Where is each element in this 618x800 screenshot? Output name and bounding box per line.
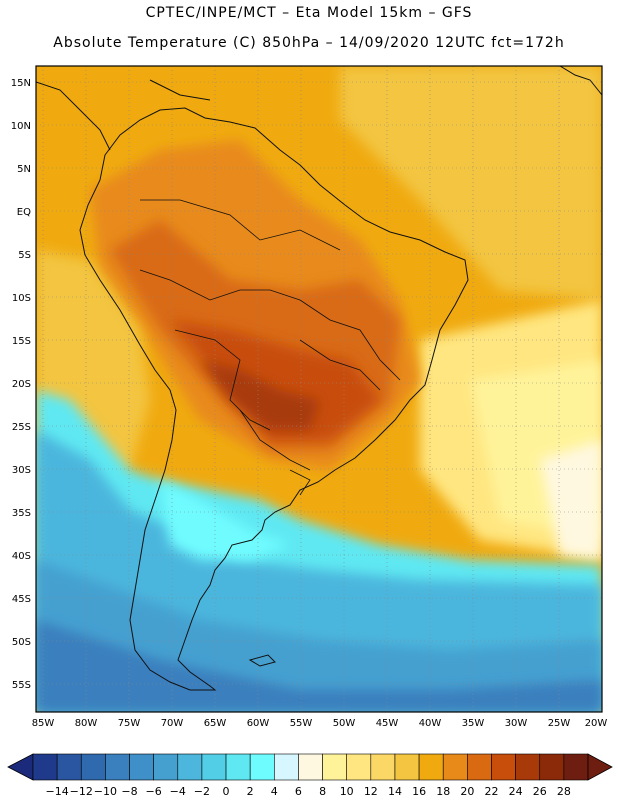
colorbar-swatch: [129, 753, 154, 781]
colorbar-label: 20: [460, 785, 474, 798]
africa-coastline: [559, 66, 602, 96]
colorbar-swatch: [225, 753, 251, 781]
lat-label: 5N: [17, 164, 31, 175]
colorbar-label: 6: [295, 785, 302, 798]
colorbar-label: 12: [364, 785, 378, 798]
lon-label: 65W: [204, 718, 227, 729]
map-title-line1: CPTEC/INPE/MCT – Eta Model 15km – GFS: [145, 5, 473, 21]
lon-label: 55W: [290, 718, 313, 729]
colorbar-low-arrow: [7, 753, 34, 781]
border-central: [174, 329, 271, 431]
coastlines: [36, 66, 602, 691]
colorbar-label: −8: [121, 785, 137, 798]
colorbar-swatch: [442, 753, 468, 781]
colorbar-swatch: [201, 753, 227, 781]
colorbar-label: 16: [412, 785, 426, 798]
border-north: [140, 199, 341, 251]
colorbar-swatch: [177, 753, 203, 781]
colorbar-swatch: [80, 753, 106, 781]
colorbar-swatch: [467, 753, 492, 781]
lon-label: 30W: [505, 718, 528, 729]
temperature-field: [36, 66, 602, 712]
border-south: [239, 409, 311, 471]
colorbar-swatch: [370, 753, 396, 781]
colorbar-label: 0: [223, 785, 230, 798]
colorbar-label: 4: [271, 785, 278, 798]
lat-label: 20S: [12, 379, 31, 390]
lon-label: 20W: [585, 718, 608, 729]
colorbar-label: 8: [319, 785, 326, 798]
colorbar-swatch: [298, 753, 323, 781]
colorbar-swatch: [274, 753, 299, 781]
caribbean-coastline: [149, 79, 211, 101]
colorbar-label: 28: [557, 785, 571, 798]
colorbar-swatch: [322, 753, 347, 781]
lon-label: 70W: [161, 718, 184, 729]
lon-label: 35W: [462, 718, 485, 729]
colorbar-label: −4: [170, 785, 186, 798]
border-inland: [299, 339, 381, 391]
colorbar-high-arrow: [587, 753, 613, 781]
colorbar-label: 10: [340, 785, 354, 798]
lat-label: 10S: [12, 293, 31, 304]
colorbar-label: −6: [146, 785, 162, 798]
country-borders: [139, 199, 401, 496]
colorbar-swatch: [394, 753, 420, 781]
colorbar-label: −10: [94, 785, 117, 798]
colorbar-swatch: [105, 753, 130, 781]
lon-label: 40W: [419, 718, 442, 729]
lon-label: 80W: [75, 718, 98, 729]
lat-label: 55S: [12, 680, 31, 691]
colorbar-swatch: [563, 753, 589, 781]
lat-label: 45S: [12, 594, 31, 605]
south-america-coastline: [79, 107, 469, 691]
colorbar-label: 14: [388, 785, 402, 798]
colorbar-label: 18: [436, 785, 450, 798]
border-west: [139, 269, 301, 301]
falklands-coastline: [248, 654, 276, 667]
lat-label: 15N: [11, 78, 31, 89]
latitude-labels: 15N 10N 5N EQ 5S 10S 15S 20S 25S 30S 35S…: [11, 78, 31, 691]
lat-label: 25S: [12, 422, 31, 433]
colorbar-swatch: [249, 753, 275, 781]
colorbar-label: −12: [70, 785, 93, 798]
lon-label: 45W: [376, 718, 399, 729]
border-river-plate: [289, 469, 311, 496]
lon-label: 60W: [247, 718, 270, 729]
lon-label: 85W: [32, 718, 55, 729]
lat-label: 30S: [12, 465, 31, 476]
colorbar-swatch: [56, 753, 82, 781]
lat-label: 35S: [12, 508, 31, 519]
border-east: [299, 299, 401, 381]
colorbar-swatch: [491, 753, 516, 781]
lat-label: 5S: [18, 250, 31, 261]
colorbar-swatch: [418, 753, 444, 781]
colorbar-label: −2: [194, 785, 210, 798]
colorbar-label: 22: [484, 785, 498, 798]
lat-label: EQ: [17, 207, 31, 218]
colorbar-swatch: [539, 753, 565, 781]
colorbar: −14 −12 −10 −8 −6 −4 −2 0 2 4 6 8 10 12 14 16 18 20 22 24 26…: [7, 753, 613, 798]
colorbar-swatch: [32, 753, 58, 781]
lon-label: 50W: [333, 718, 356, 729]
colorbar-label: 26: [533, 785, 547, 798]
lon-label: 75W: [118, 718, 141, 729]
lon-label: 25W: [548, 718, 571, 729]
lat-label: 10N: [11, 121, 31, 132]
lat-label: 50S: [12, 637, 31, 648]
colorbar-label: 2: [247, 785, 254, 798]
colorbar-swatch: [153, 753, 179, 781]
central-america-coastline: [36, 81, 111, 151]
lat-label: 40S: [12, 551, 31, 562]
map-title-line2: Absolute Temperature (C) 850hPa – 14/09/…: [53, 35, 565, 51]
colorbar-label: 24: [509, 785, 523, 798]
colorbar-label: −14: [46, 785, 69, 798]
plot-frame: [35, 65, 603, 713]
colorbar-swatch: [515, 753, 541, 781]
colorbar-swatch: [346, 753, 372, 781]
longitude-labels: 85W 80W 75W 70W 65W 60W 55W 50W 45W 40W …: [32, 718, 608, 729]
lat-label: 15S: [12, 336, 31, 347]
